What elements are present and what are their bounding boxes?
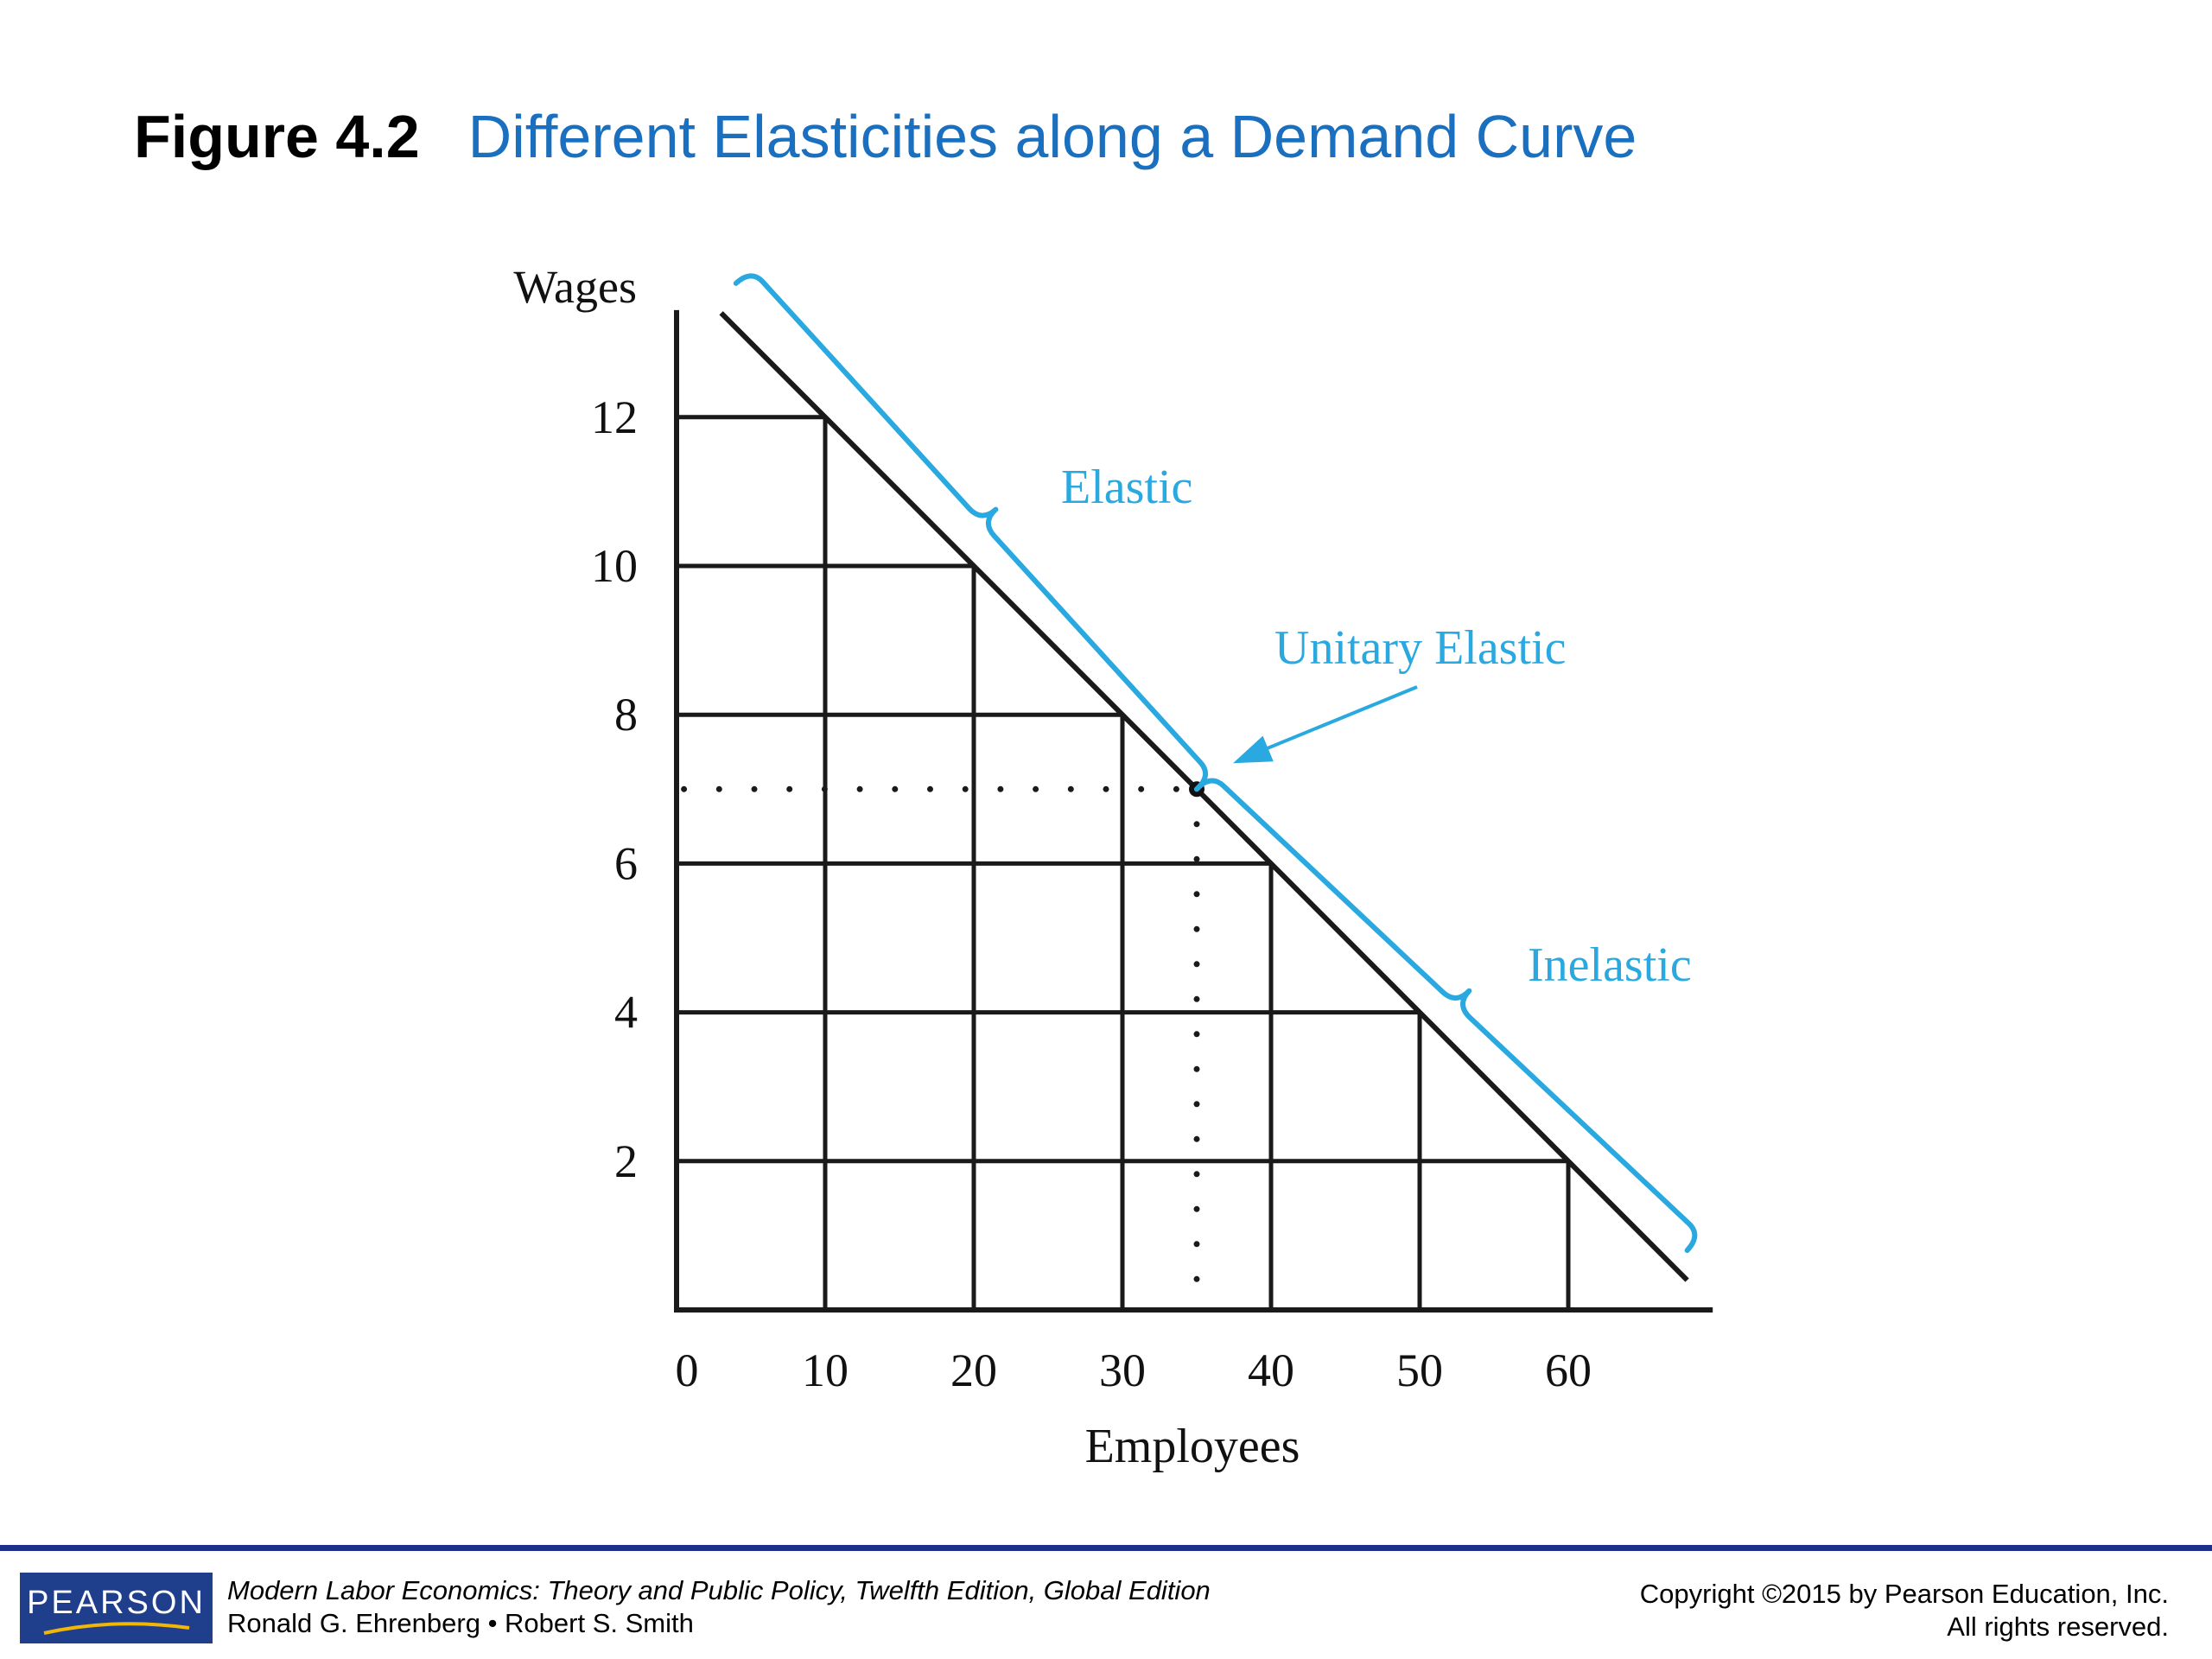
figure-number: Figure 4.2 (134, 103, 420, 170)
x-tick-label: 20 (950, 1344, 997, 1396)
book-title: Modern Labor Economics: Theory and Publi… (227, 1575, 1211, 1605)
tick-labels: 2 4 6 8 10 12 0 10 20 30 40 50 60 (591, 391, 1592, 1396)
demand-curve-chart: 2 4 6 8 10 12 0 10 20 30 40 50 60 Elastic Unitary Ela… (513, 261, 1713, 1473)
publisher-logo: PEARSON (20, 1573, 213, 1643)
demand-curve-line (719, 311, 1689, 1282)
y-tick-label: 6 (614, 837, 638, 889)
book-info: Modern Labor Economics: Theory and Publi… (227, 1574, 1211, 1640)
x-tick-label: 40 (1248, 1344, 1294, 1396)
figure-name: Different Elasticities along a Demand Cu… (467, 103, 1637, 170)
x-tick-label: 50 (1396, 1344, 1443, 1396)
unitary-elastic-arrow-head (1233, 735, 1274, 764)
copyright: Copyright ©2015 by Pearson Education, In… (1640, 1578, 2169, 1643)
elastic-brace (733, 273, 1208, 792)
dotted-guides (681, 785, 1200, 1299)
y-tick-label: 12 (591, 391, 638, 443)
y-tick-label: 10 (591, 540, 638, 592)
inelastic-label: Inelastic (1528, 938, 1692, 992)
x-axis-label: Employees (1085, 1420, 1300, 1473)
chart-grid (677, 415, 1571, 1310)
x-tick-label: 60 (1545, 1344, 1592, 1396)
footer-divider (0, 1545, 2212, 1551)
inelastic-brace (1194, 778, 1698, 1254)
x-tick-label: 0 (676, 1344, 699, 1396)
y-tick-label: 8 (614, 689, 638, 741)
book-authors: Ronald G. Ehrenberg • Robert S. Smith (227, 1608, 694, 1638)
chart-axes (674, 309, 1713, 1313)
slide-title: Figure 4.2 Different Elasticities along a… (134, 102, 1637, 171)
y-tick-label: 4 (614, 987, 638, 1039)
unitary-elastic-label: Unitary Elastic (1274, 621, 1566, 675)
elasticity-annotations: Elastic Unitary Elastic Inelastic (733, 273, 1698, 1254)
copyright-line-1: Copyright ©2015 by Pearson Education, In… (1639, 1579, 2169, 1609)
copyright-line-2: All rights reserved. (1947, 1611, 2169, 1642)
logo-wordmark: PEARSON (27, 1585, 206, 1621)
x-tick-label: 30 (1099, 1344, 1146, 1396)
logo-swoosh (43, 1622, 190, 1635)
elastic-label: Elastic (1061, 461, 1192, 514)
y-tick-label: 2 (614, 1135, 638, 1187)
demand-curve (719, 311, 1689, 1282)
x-tick-label: 10 (802, 1344, 849, 1396)
unitary-elastic-arrow-shaft (1251, 685, 1418, 757)
y-axis-label: Wages (513, 261, 637, 313)
